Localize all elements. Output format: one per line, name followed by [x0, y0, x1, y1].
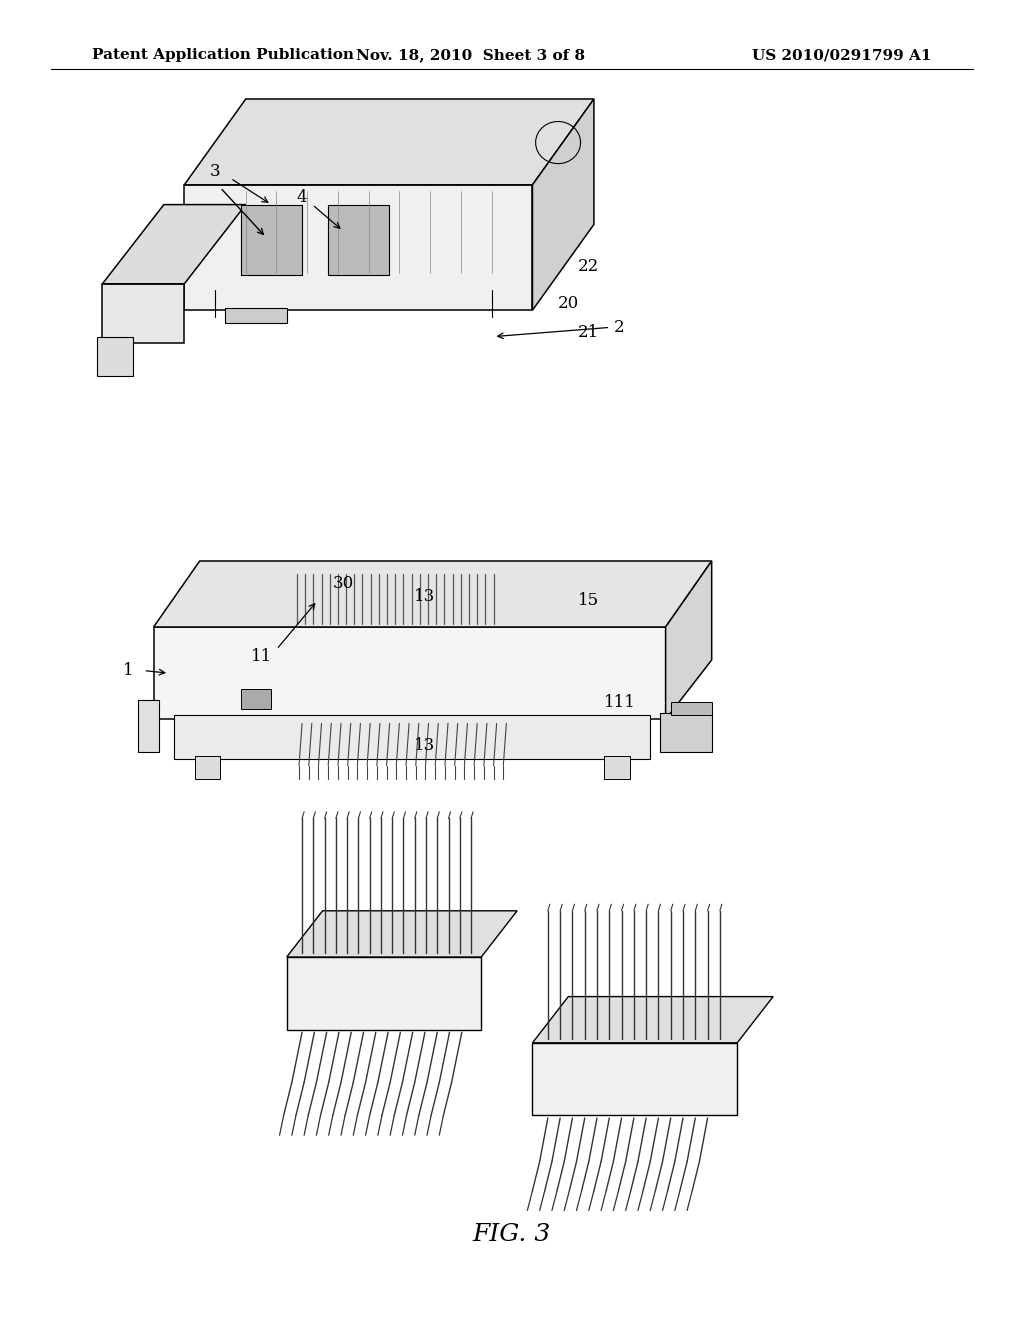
Polygon shape [174, 715, 650, 759]
Polygon shape [287, 957, 481, 1030]
Polygon shape [604, 756, 630, 779]
Text: 13: 13 [415, 738, 435, 754]
Polygon shape [532, 99, 594, 310]
Polygon shape [97, 337, 133, 376]
Polygon shape [195, 756, 220, 779]
Polygon shape [532, 997, 773, 1043]
Polygon shape [138, 700, 159, 752]
Text: 1: 1 [123, 663, 133, 678]
Polygon shape [184, 185, 532, 310]
Text: 15: 15 [579, 593, 599, 609]
Polygon shape [102, 284, 184, 343]
Polygon shape [532, 1043, 737, 1115]
Text: 11: 11 [251, 648, 271, 664]
Polygon shape [241, 689, 271, 709]
Text: US 2010/0291799 A1: US 2010/0291799 A1 [753, 49, 932, 62]
Text: FIG. 3: FIG. 3 [473, 1222, 551, 1246]
Polygon shape [154, 561, 712, 627]
Text: 30: 30 [333, 576, 353, 591]
Text: Nov. 18, 2010  Sheet 3 of 8: Nov. 18, 2010 Sheet 3 of 8 [356, 49, 586, 62]
Text: Patent Application Publication: Patent Application Publication [92, 49, 354, 62]
Text: 111: 111 [603, 694, 636, 710]
Text: 21: 21 [579, 325, 599, 341]
Polygon shape [660, 713, 712, 752]
Text: 13: 13 [415, 589, 435, 605]
Polygon shape [102, 205, 246, 284]
Text: 2: 2 [614, 319, 625, 335]
Text: 22: 22 [579, 259, 599, 275]
Polygon shape [154, 627, 666, 719]
Polygon shape [671, 702, 712, 715]
Polygon shape [225, 308, 287, 323]
Polygon shape [287, 911, 517, 957]
Polygon shape [666, 561, 712, 719]
Text: 20: 20 [558, 296, 579, 312]
Text: 4: 4 [297, 190, 307, 206]
Polygon shape [184, 99, 594, 185]
Text: 3: 3 [210, 164, 220, 180]
Polygon shape [241, 205, 302, 275]
Polygon shape [328, 205, 389, 275]
